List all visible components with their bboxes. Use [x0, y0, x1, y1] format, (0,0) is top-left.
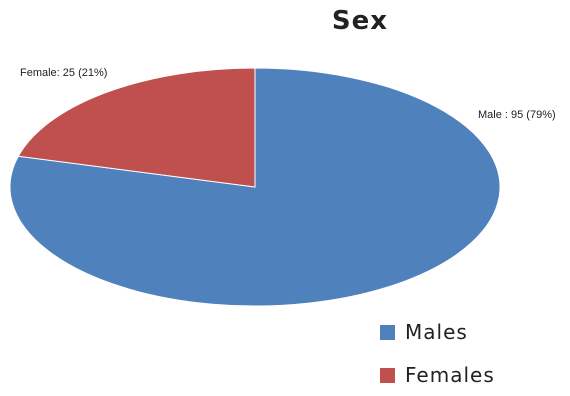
pie-slice-females — [17, 67, 256, 188]
pie-slice-males — [9, 67, 501, 307]
slice-label-females: Female: 25 (21%) — [20, 67, 107, 79]
chart-title: Sex — [331, 6, 389, 36]
slice-label-males: Male : 95 (79%) — [478, 109, 556, 121]
legend-label-males: Males — [405, 320, 468, 344]
legend-item-females: Females — [380, 363, 495, 387]
legend-item-males: Males — [380, 320, 468, 344]
legend-swatch-females — [380, 367, 395, 383]
legend-label-females: Females — [405, 363, 495, 387]
legend-swatch-males — [380, 324, 395, 340]
